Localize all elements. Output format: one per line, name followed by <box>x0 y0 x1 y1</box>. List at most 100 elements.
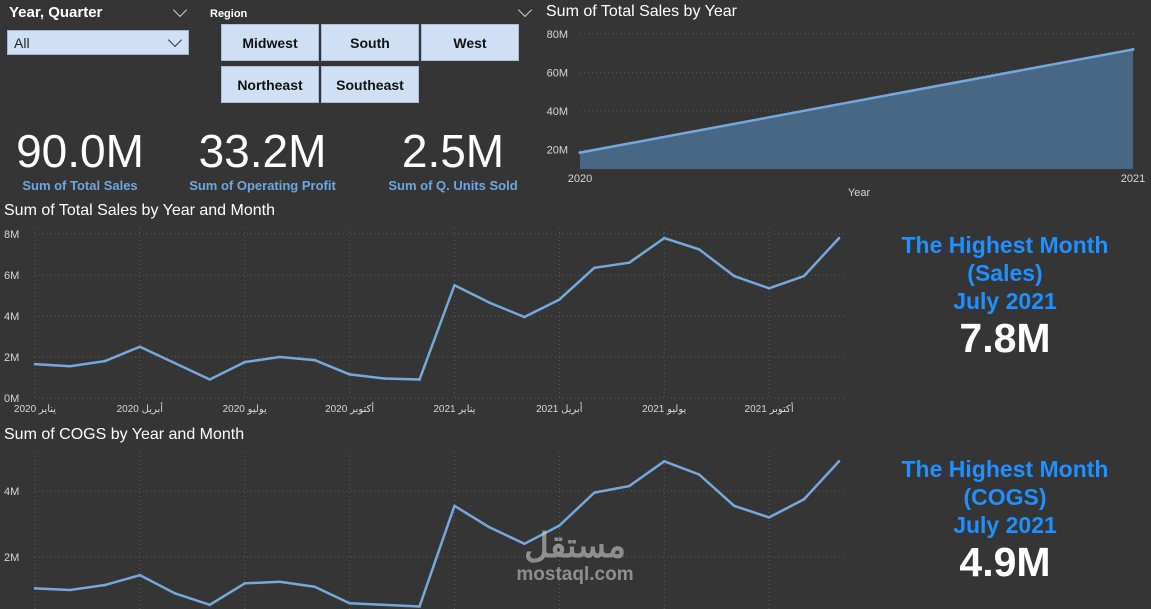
data-point <box>593 491 596 494</box>
area-fill <box>580 49 1133 169</box>
y-tick-label: 40M <box>547 106 568 118</box>
data-point <box>103 359 107 363</box>
data-point <box>697 473 701 476</box>
series-line <box>579 48 1134 154</box>
data-point <box>68 588 72 592</box>
data-point <box>697 248 701 251</box>
x-tick-label: 2021 <box>1121 173 1145 185</box>
data-point <box>173 592 177 595</box>
kpi-value: 33.2M <box>198 125 327 177</box>
highlight-month: July 2021 <box>953 288 1057 314</box>
sales-by-year-area-chart: 20M 40M 60M 80M 2020 2021 Year <box>547 29 1145 199</box>
year-quarter-dropdown[interactable]: All <box>7 30 189 55</box>
data-point <box>558 298 561 301</box>
data-point <box>383 377 386 380</box>
highest-month-sales-card: The Highest Month (Sales) July 2021 7.8M <box>875 231 1135 362</box>
sales-by-month-line-chart: 0M 2M 4M 6M 8M يناير 2020 أبريل 2020 يوليو 2020… <box>4 228 845 415</box>
data-point <box>453 283 456 287</box>
data-point <box>802 497 806 501</box>
data-point <box>103 583 107 587</box>
dropdown-selected-value: All <box>14 35 30 51</box>
y-tick-label: 6M <box>4 270 19 282</box>
series-line <box>34 460 840 608</box>
watermark-latin-text: mostaql.com <box>516 564 634 585</box>
region-slicer-title: Region <box>210 8 248 20</box>
kpi-label: Sum of Operating Profit <box>189 178 336 193</box>
series-line <box>34 236 840 381</box>
data-point <box>418 605 421 608</box>
x-tick-label: 2020 <box>568 173 592 185</box>
data-point <box>732 504 736 508</box>
chart-title-sales-by-month: Sum of Total Sales by Year and Month <box>4 202 275 219</box>
data-point <box>418 378 421 381</box>
x-tick-label: أبريل 2020 <box>117 402 164 415</box>
chevron-down-icon[interactable] <box>517 2 533 18</box>
highlight-value: 4.9M <box>959 539 1051 585</box>
chevron-down-icon[interactable] <box>172 2 188 18</box>
region-button-northeast[interactable]: Northeast <box>221 66 319 103</box>
highlight-metric: (COGS) <box>963 484 1047 510</box>
region-button-southeast[interactable]: Southeast <box>321 66 419 103</box>
data-point <box>243 360 247 364</box>
data-point <box>523 315 526 319</box>
data-point <box>593 266 596 270</box>
data-point <box>488 301 491 304</box>
watermark-arabic-text: مستقل <box>524 527 626 565</box>
data-point <box>173 361 177 365</box>
kpi-card-total-sales: 90.0M Sum of Total Sales <box>5 124 155 193</box>
kpi-label: Sum of Total Sales <box>22 178 138 193</box>
x-tick-label: أكتوبر 2021 <box>745 402 794 415</box>
highlight-month: July 2021 <box>953 512 1057 538</box>
data-point <box>523 542 526 546</box>
data-point <box>313 358 316 362</box>
x-tick-label: يوليو 2020 <box>223 404 267 415</box>
data-point <box>138 345 142 349</box>
x-tick-label: أكتوبر 2020 <box>325 402 374 415</box>
kpi-card-units-sold: 2.5M Sum of Q. Units Sold <box>378 124 528 193</box>
data-point <box>627 484 631 488</box>
data-point <box>732 274 736 278</box>
data-point <box>767 287 771 290</box>
region-button-midwest[interactable]: Midwest <box>221 24 319 61</box>
data-point <box>208 603 212 607</box>
kpi-label: Sum of Q. Units Sold <box>388 178 518 193</box>
y-tick-label: 20M <box>547 145 568 157</box>
data-point <box>278 355 281 359</box>
region-button-south[interactable]: South <box>321 24 419 61</box>
data-point <box>802 274 806 278</box>
highlight-heading: The Highest Month <box>901 232 1109 258</box>
data-point <box>208 378 212 381</box>
data-point <box>578 151 582 155</box>
data-point <box>278 580 281 584</box>
chart-title-sales-by-year: Sum of Total Sales by Year <box>546 3 737 20</box>
data-point <box>313 585 316 588</box>
data-point <box>33 587 37 590</box>
y-tick-label: 4M <box>4 311 19 323</box>
data-point <box>33 362 37 366</box>
y-tick-label: 4M <box>4 486 19 498</box>
y-tick-label: 80M <box>547 29 568 41</box>
data-point <box>767 516 771 519</box>
year-quarter-slicer-title: Year, Quarter <box>9 4 103 21</box>
data-point <box>348 373 351 376</box>
y-tick-label: 60M <box>547 68 568 80</box>
kpi-value: 2.5M <box>401 125 505 177</box>
kpi-card-operating-profit: 33.2M Sum of Operating Profit <box>180 124 345 193</box>
data-point <box>627 261 631 264</box>
data-point <box>662 236 666 240</box>
highlight-heading: The Highest Month <box>901 456 1109 482</box>
data-point <box>558 524 561 527</box>
cogs-by-month-line-chart: 2M 4M <box>4 452 845 609</box>
highlight-value: 7.8M <box>959 315 1051 361</box>
y-tick-label: 2M <box>4 552 19 564</box>
x-tick-label: يناير 2021 <box>433 404 475 415</box>
x-axis-label: Year <box>848 187 871 199</box>
data-point <box>383 603 386 607</box>
data-point <box>68 364 72 368</box>
kpi-value: 90.0M <box>16 125 144 177</box>
data-point <box>662 460 666 463</box>
mostaql-watermark: مستقل mostaql.com <box>500 528 650 586</box>
data-point <box>453 504 456 508</box>
region-button-west[interactable]: West <box>421 24 519 61</box>
x-tick-label: يناير 2020 <box>14 404 56 415</box>
